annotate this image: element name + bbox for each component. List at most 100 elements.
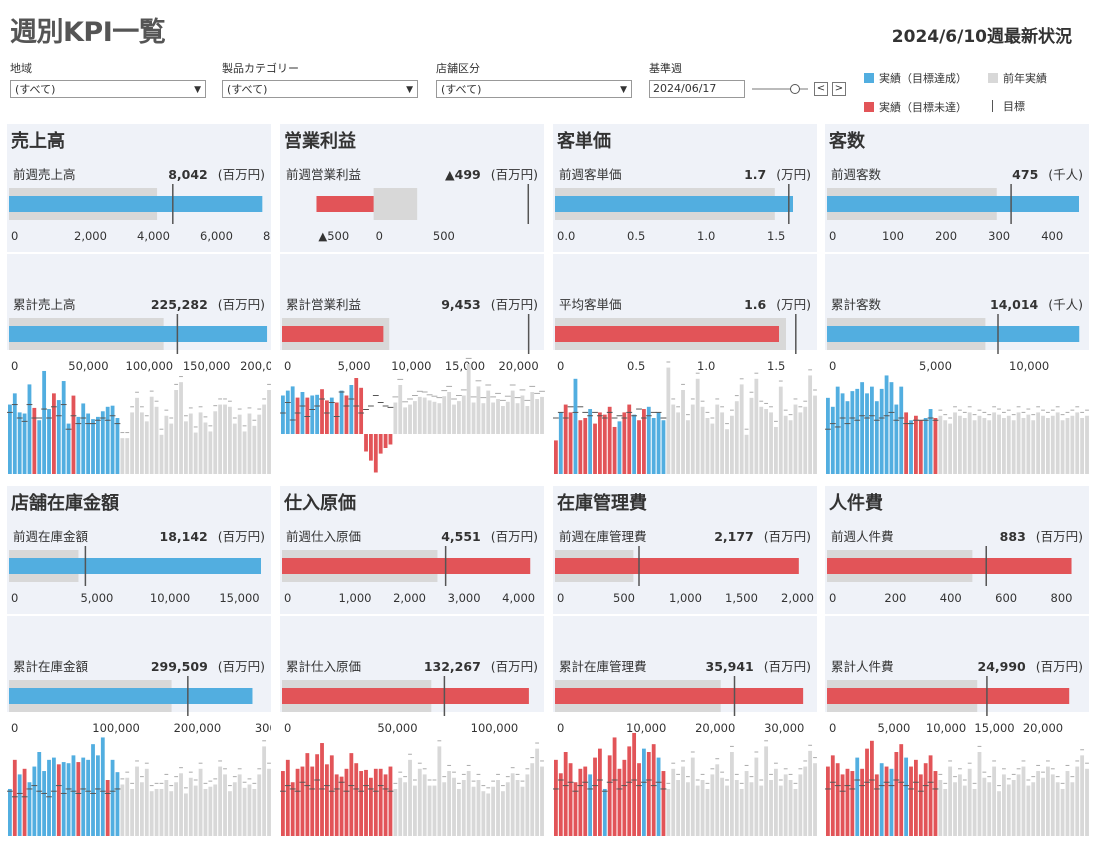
- metric-divider: [825, 614, 1089, 616]
- base-week-input[interactable]: 2024/06/17: [649, 80, 745, 98]
- prev-year-bar: [972, 788, 977, 836]
- axis-tick-label: 10,000: [926, 721, 966, 735]
- actual-week-bar: [588, 774, 593, 836]
- actual-week-bar: [573, 378, 578, 474]
- actual-week-bar: [850, 771, 855, 836]
- weekly-trend-chart: [825, 375, 1089, 474]
- chevron-down-icon[interactable]: ▼: [620, 85, 627, 95]
- prev-year-bar: [164, 780, 169, 836]
- filter-category-label: 製品カテゴリー: [222, 62, 299, 75]
- actual-week-bar: [42, 771, 47, 836]
- actual-bar: [555, 326, 779, 342]
- filter-region-label: 地域: [10, 62, 32, 75]
- next-week-button[interactable]: >: [832, 82, 846, 96]
- prev-year-bar: [466, 771, 471, 836]
- prev-year-bar: [774, 768, 778, 836]
- metric-value-number: 1.7: [744, 167, 767, 182]
- prev-year-bar: [992, 412, 997, 474]
- actual-week-bar: [894, 752, 899, 836]
- chevron-down-icon[interactable]: ▼: [194, 85, 201, 95]
- prev-year-bar: [540, 396, 544, 434]
- actual-week-bar: [661, 420, 666, 474]
- week-slider-track[interactable]: [752, 88, 808, 90]
- actual-week-bar: [383, 774, 388, 836]
- actual-week-bar: [100, 737, 105, 836]
- axis-tick-label: 1.0: [697, 229, 715, 243]
- prev-year-bar: [720, 412, 725, 474]
- weekly-trend-chart: [553, 732, 817, 836]
- actual-bar: [827, 196, 1079, 212]
- prev-year-bar: [1050, 415, 1055, 474]
- actual-week-bar: [554, 759, 558, 836]
- bullet-chart: ▲500 0 500: [316, 184, 530, 243]
- prev-year-bar: [734, 401, 739, 474]
- filter-base-week: 基準週 2024/06/17: [649, 60, 745, 98]
- actual-bar: [282, 688, 529, 704]
- axis-tick-label: 50,000: [377, 721, 417, 735]
- axis-tick-label: 1.5: [767, 359, 785, 373]
- actual-week-bar: [383, 434, 388, 448]
- filter-store-type-select[interactable]: (すべて) ▼: [436, 80, 632, 98]
- prev-year-bar: [739, 384, 744, 474]
- prev-year-band: [373, 188, 418, 220]
- actual-bar: [282, 558, 531, 574]
- week-slider-handle[interactable]: [790, 84, 800, 94]
- bullet-chart: 0 500 1,000 1,500 2,000: [555, 546, 814, 605]
- metric-value-number: 299,509: [150, 659, 208, 674]
- prev-year-bar: [769, 780, 773, 836]
- axis-tick-label: 15,000: [974, 721, 1014, 735]
- prev-year-bar: [208, 431, 213, 474]
- prev-year-bar: [1065, 418, 1070, 474]
- prev-year-bar: [520, 395, 525, 434]
- filter-category: 製品カテゴリー (すべて) ▼: [222, 60, 418, 98]
- prev-year-bar: [208, 786, 213, 836]
- actual-week-bar: [884, 375, 889, 474]
- prev-year-bar: [962, 418, 967, 474]
- kpi-title: 客単価: [557, 131, 611, 152]
- metric-unit: (百万円): [1031, 529, 1083, 544]
- prev-year-bar: [958, 774, 962, 836]
- prev-year-bar: [198, 412, 203, 474]
- metric-value: ▲499 (百万円): [445, 164, 538, 183]
- metric-value-number: 2,177: [714, 529, 754, 544]
- actual-week-bar: [593, 423, 597, 474]
- actual-week-bar: [889, 768, 894, 836]
- prev-year-bar: [749, 397, 754, 474]
- bullet-chart: 0 5,000 10,000 15,000 20,000: [282, 314, 539, 373]
- actual-week-bar: [904, 412, 909, 474]
- prev-year-bar: [501, 406, 505, 434]
- prev-year-bar: [393, 788, 398, 836]
- actual-week-bar: [369, 777, 373, 836]
- metric-value-number: 475: [1012, 167, 1039, 182]
- prev-year-bar: [764, 409, 769, 474]
- actual-week-bar: [86, 413, 91, 474]
- filter-region-select[interactable]: (すべて) ▼: [10, 80, 206, 98]
- actual-week-bar: [602, 414, 607, 474]
- metric-value: 2,177 (百万円): [714, 526, 811, 545]
- metric-value: 132,267 (百万円): [424, 656, 538, 675]
- metric-divider: [7, 614, 271, 616]
- metric-unit: (百万円): [486, 297, 538, 312]
- axis-tick-label: 1.5: [767, 229, 785, 243]
- axis-tick-label: 5,000: [919, 359, 952, 373]
- filter-category-select[interactable]: (すべて) ▼: [222, 80, 418, 98]
- actual-week-bar: [27, 782, 32, 836]
- prev-week-button[interactable]: <: [814, 82, 828, 96]
- metric-value: 8,042 (百万円): [168, 164, 265, 183]
- filter-base-week-label: 基準週: [649, 62, 682, 75]
- actual-week-bar: [17, 412, 22, 474]
- prev-year-bar: [1085, 415, 1089, 474]
- chevron-down-icon[interactable]: ▼: [406, 85, 413, 95]
- prev-year-bar: [1026, 414, 1031, 474]
- prev-year-bar: [140, 412, 144, 474]
- actual-week-bar: [865, 748, 869, 836]
- actual-week-bar: [388, 434, 393, 445]
- prev-year-bar: [1031, 420, 1036, 474]
- actual-week-bar: [281, 771, 285, 836]
- prev-year-bar: [437, 746, 442, 836]
- axis-tick-label: 4,000: [137, 229, 170, 243]
- actual-week-bar: [583, 766, 588, 836]
- actual-week-bar: [61, 381, 66, 474]
- prev-year-bar: [813, 395, 817, 474]
- prev-year-bar: [432, 785, 437, 836]
